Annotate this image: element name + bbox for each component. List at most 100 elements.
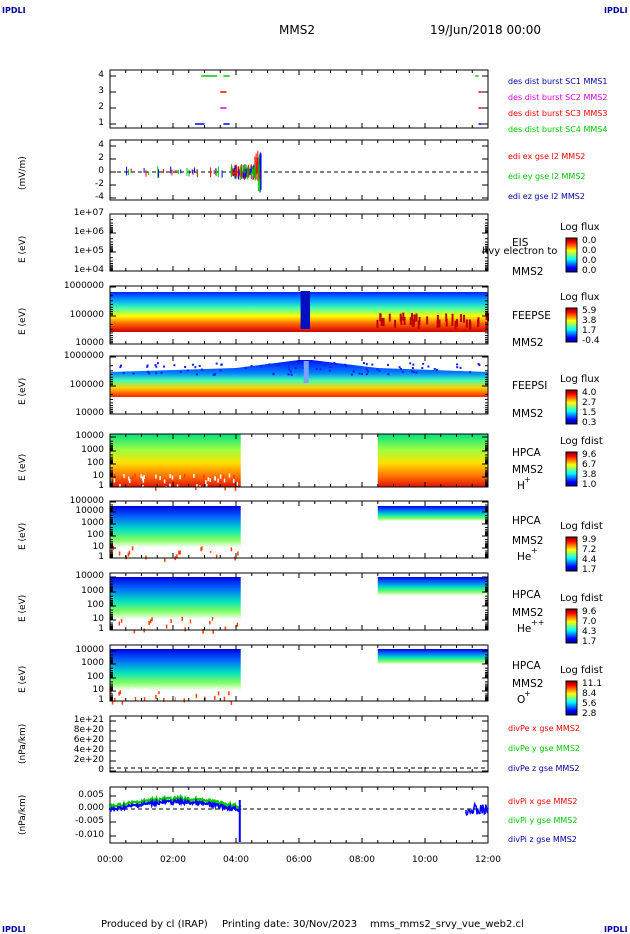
hpca_h-speckle xyxy=(207,477,209,482)
feepsi-speckle xyxy=(333,362,336,365)
divpe-ytick-label: 8e+20 xyxy=(73,725,104,735)
hpca_he2-speckle xyxy=(170,619,172,624)
hpca_he-ylabel: E (eV) xyxy=(18,522,28,550)
hpca_he2-speckle xyxy=(133,629,136,634)
hpca_o-speckle xyxy=(158,693,160,698)
feepsi-colorbar-value: 4.0 xyxy=(582,388,597,398)
hpca_h-speckle xyxy=(140,474,142,479)
hpca_he-speckle xyxy=(172,557,174,562)
hpca_o-speckle xyxy=(158,691,160,696)
feepse-speckle xyxy=(403,316,406,325)
hpca_he2-colorbar-value: 4.3 xyxy=(582,627,597,637)
eis-ytick-label: 1e+07 xyxy=(73,208,104,218)
feepsi-speckle xyxy=(200,368,203,371)
feepsi-colorbar-value: 2.7 xyxy=(582,398,597,408)
hpca_he2-speckle xyxy=(209,624,212,629)
hpca_he2-speckle xyxy=(181,616,183,621)
divpe-ytick-label: 2e+20 xyxy=(73,755,104,765)
divpi-series-y xyxy=(109,793,242,810)
feepsi-ytick-label: 1000000 xyxy=(63,351,104,361)
hpca_o-speckle xyxy=(130,687,133,692)
feepse-speckle xyxy=(438,319,441,328)
feepsi-instrument-label: FEEPSI xyxy=(512,380,548,392)
hpca_he2-ylabel: E (eV) xyxy=(18,594,28,622)
feepsi-speckle xyxy=(278,364,281,367)
feepse-speckle xyxy=(436,320,439,329)
hpca_he-speckle xyxy=(227,547,229,552)
hpca_he2-speckle xyxy=(135,626,137,631)
feepsi-speckle xyxy=(456,366,459,369)
hpca_he2-spectrogram-right xyxy=(377,577,488,600)
hpca_h-speckle xyxy=(205,483,208,488)
feepsi-speckle xyxy=(469,371,472,374)
hpca_h-speckle xyxy=(163,479,166,484)
hpca_o-ytick-label: 1 xyxy=(98,695,104,705)
hpca_h-speckle xyxy=(234,486,237,491)
spacecraft-title: MMS2 xyxy=(279,23,315,37)
hpca_he2-speckle xyxy=(118,621,121,626)
hpca_he2-speckle xyxy=(134,620,136,625)
feepsi-speckle xyxy=(162,365,165,368)
hpca_he-speckle xyxy=(224,551,227,556)
hpca_h-speckle xyxy=(169,483,171,488)
feepse-speckle xyxy=(469,321,472,330)
hpca_he-speckle xyxy=(145,555,147,560)
hpca_he2-speckle xyxy=(171,619,174,624)
hpca_he2-speckle xyxy=(129,617,132,622)
hpca_h-speckle xyxy=(217,478,219,483)
edi-ylabel: (mV/m) xyxy=(18,156,28,190)
hpca_he2-colorbar-value: 1.7 xyxy=(582,637,597,647)
hpca_o-speckle xyxy=(210,700,213,705)
hpca_o-speckle xyxy=(124,694,127,699)
hpca_he-speckle xyxy=(193,554,196,559)
hpca_h-speckle xyxy=(141,476,144,481)
edi-ytick-label: 4 xyxy=(98,140,104,150)
hpca_he-colorbar xyxy=(565,536,578,572)
feepsi-speckle xyxy=(179,371,182,374)
feepsi-speckle xyxy=(160,371,163,374)
hpca_h-speckle xyxy=(154,486,157,491)
hpca_o-speckle xyxy=(164,696,166,701)
hpca_o-speckle xyxy=(223,696,226,701)
hpca_h-colorbar-title: Log fdist xyxy=(560,436,603,447)
hpca_he2-ytick-label: 1 xyxy=(98,624,104,634)
hpca_he2-speckle xyxy=(157,627,159,632)
hpca_o-speckle xyxy=(215,698,217,703)
hpca_he2-speckle xyxy=(211,616,214,621)
hpca_he2-colorbar xyxy=(565,608,578,644)
edi-ytick-label: -4 xyxy=(95,192,104,202)
feepse-speckle xyxy=(485,321,488,330)
feepse-instrument-label: FEEPSE xyxy=(512,310,551,322)
eis-ytick-label: 1e+04 xyxy=(73,265,104,275)
feepsi-speckle xyxy=(290,373,293,376)
hpca_o-speckle xyxy=(118,691,120,696)
divpe-ylabel: (nPa/km) xyxy=(18,723,28,764)
feepse-speckle xyxy=(477,319,480,328)
hpca_h-speckle xyxy=(219,474,222,479)
hpca_o-speckle xyxy=(155,694,157,699)
hpca_he-speckle xyxy=(131,546,134,551)
divpe-legend-3: divPe z gse MMS2 xyxy=(508,764,580,773)
feepsi-speckle xyxy=(184,365,187,368)
feepsi-speckle xyxy=(415,371,418,374)
eis-ytick-label: 1e+06 xyxy=(73,227,104,237)
hpca_h-ylabel: E (eV) xyxy=(18,453,28,481)
feepse-colorbar-value: -0.4 xyxy=(582,336,600,346)
feepse-speckle xyxy=(413,314,416,323)
hpca_he2-speckle xyxy=(209,620,211,625)
feepse-speckle xyxy=(463,314,466,323)
hpca_h-speckle xyxy=(203,474,205,479)
hpca_h-speckle xyxy=(233,474,235,479)
divpi-frame xyxy=(109,786,489,844)
feepse-speckle xyxy=(417,320,420,329)
feepsi-speckle xyxy=(198,364,201,367)
hpca_h-colorbar-value: 6.7 xyxy=(582,460,597,470)
hpca_o-colorbar xyxy=(565,680,578,716)
feepsi-speckle xyxy=(260,365,263,368)
hpca_h-speckle xyxy=(110,478,113,483)
hpca_o-speckle xyxy=(183,698,185,703)
hpca_o-speckle xyxy=(173,695,175,700)
hpca_he2-speckle xyxy=(165,624,168,629)
feepse-ytick-label: 100000 xyxy=(69,310,104,320)
hpca_o-speckle xyxy=(228,691,230,696)
